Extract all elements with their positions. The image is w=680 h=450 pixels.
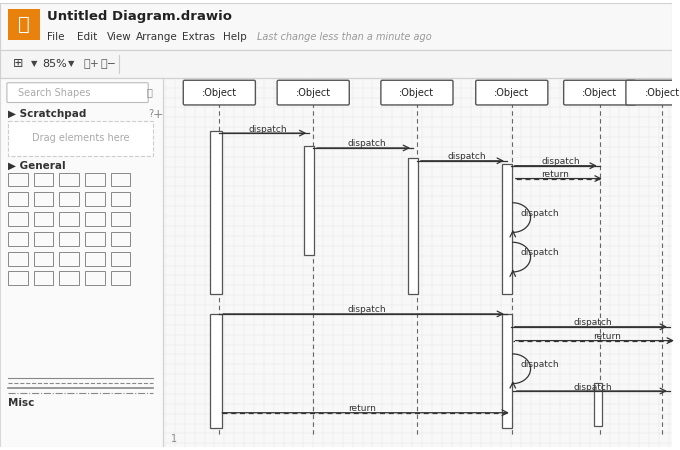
Bar xyxy=(59,271,79,285)
FancyBboxPatch shape xyxy=(381,80,453,105)
Text: Extras: Extras xyxy=(182,32,216,42)
Bar xyxy=(8,232,28,246)
FancyBboxPatch shape xyxy=(7,83,148,103)
Bar xyxy=(111,193,131,206)
Text: 🔍+: 🔍+ xyxy=(84,59,100,69)
Bar xyxy=(502,164,512,294)
Text: :Object: :Object xyxy=(296,88,330,98)
Text: :Object: :Object xyxy=(494,88,529,98)
Text: 🔍: 🔍 xyxy=(146,88,152,98)
Text: Search Shapes: Search Shapes xyxy=(18,88,90,98)
Bar xyxy=(33,232,53,246)
Text: return: return xyxy=(347,404,375,413)
Text: ▶ General: ▶ General xyxy=(8,161,65,171)
Bar xyxy=(33,212,53,226)
Text: ▼: ▼ xyxy=(68,59,74,68)
Text: Edit: Edit xyxy=(77,32,97,42)
Text: dispatch: dispatch xyxy=(521,360,559,369)
Text: ?: ? xyxy=(149,109,154,119)
Text: File: File xyxy=(48,32,65,42)
Text: return: return xyxy=(541,170,569,179)
Text: 85%: 85% xyxy=(42,59,67,69)
Text: :Object: :Object xyxy=(202,88,237,98)
FancyBboxPatch shape xyxy=(626,80,680,105)
Bar xyxy=(59,212,79,226)
Bar xyxy=(210,314,222,428)
FancyBboxPatch shape xyxy=(564,80,636,105)
Bar xyxy=(33,173,53,186)
Text: :Object: :Object xyxy=(582,88,617,98)
Bar xyxy=(111,212,131,226)
Bar xyxy=(59,232,79,246)
Text: ▶ Scratchpad: ▶ Scratchpad xyxy=(8,109,86,119)
Text: dispatch: dispatch xyxy=(447,153,486,162)
FancyBboxPatch shape xyxy=(184,80,256,105)
Text: dispatch: dispatch xyxy=(541,157,580,166)
Text: dispatch: dispatch xyxy=(249,125,288,134)
Bar xyxy=(59,193,79,206)
Text: Help: Help xyxy=(223,32,247,42)
Bar xyxy=(59,173,79,186)
Text: Misc: Misc xyxy=(8,398,34,408)
Bar xyxy=(111,173,131,186)
Text: dispatch: dispatch xyxy=(521,209,559,218)
Text: 1: 1 xyxy=(171,434,177,445)
Bar xyxy=(111,232,131,246)
Text: dispatch: dispatch xyxy=(521,248,559,257)
Text: Untitled Diagram.drawio: Untitled Diagram.drawio xyxy=(48,10,233,23)
Text: Drag elements here: Drag elements here xyxy=(32,133,130,143)
Bar xyxy=(59,252,79,266)
Text: Last change less than a minute ago: Last change less than a minute ago xyxy=(257,32,432,42)
Text: ⊞: ⊞ xyxy=(12,58,23,71)
Bar xyxy=(8,193,28,206)
Bar xyxy=(8,173,28,186)
Text: dispatch: dispatch xyxy=(573,318,612,327)
Bar xyxy=(502,314,512,428)
Bar xyxy=(8,9,39,40)
Bar xyxy=(85,212,105,226)
Bar xyxy=(85,193,105,206)
Text: +: + xyxy=(153,108,163,121)
Bar xyxy=(210,131,222,294)
Bar xyxy=(33,193,53,206)
Bar xyxy=(594,383,602,426)
Bar xyxy=(408,158,418,294)
Bar xyxy=(0,78,163,447)
Bar xyxy=(8,271,28,285)
Text: :Object: :Object xyxy=(645,88,679,98)
Bar xyxy=(8,252,28,266)
Bar xyxy=(8,212,28,226)
Bar xyxy=(33,271,53,285)
Bar xyxy=(0,50,672,78)
Text: dispatch: dispatch xyxy=(347,306,386,315)
Bar xyxy=(85,173,105,186)
Bar xyxy=(8,121,153,156)
Text: 🔶: 🔶 xyxy=(18,15,30,34)
FancyBboxPatch shape xyxy=(277,80,350,105)
Bar xyxy=(85,232,105,246)
Bar xyxy=(85,271,105,285)
Text: ▼: ▼ xyxy=(31,59,38,68)
Bar xyxy=(111,252,131,266)
Bar xyxy=(165,78,672,447)
Text: Arrange: Arrange xyxy=(137,32,178,42)
Text: dispatch: dispatch xyxy=(573,382,612,392)
Text: dispatch: dispatch xyxy=(347,140,386,148)
Bar xyxy=(33,252,53,266)
Bar xyxy=(0,3,672,50)
Text: View: View xyxy=(107,32,131,42)
Bar xyxy=(305,146,314,255)
FancyBboxPatch shape xyxy=(476,80,548,105)
Text: :Object: :Object xyxy=(399,88,435,98)
Bar xyxy=(85,252,105,266)
Text: return: return xyxy=(593,332,621,341)
Bar xyxy=(111,271,131,285)
Text: 🔍−: 🔍− xyxy=(101,59,117,69)
